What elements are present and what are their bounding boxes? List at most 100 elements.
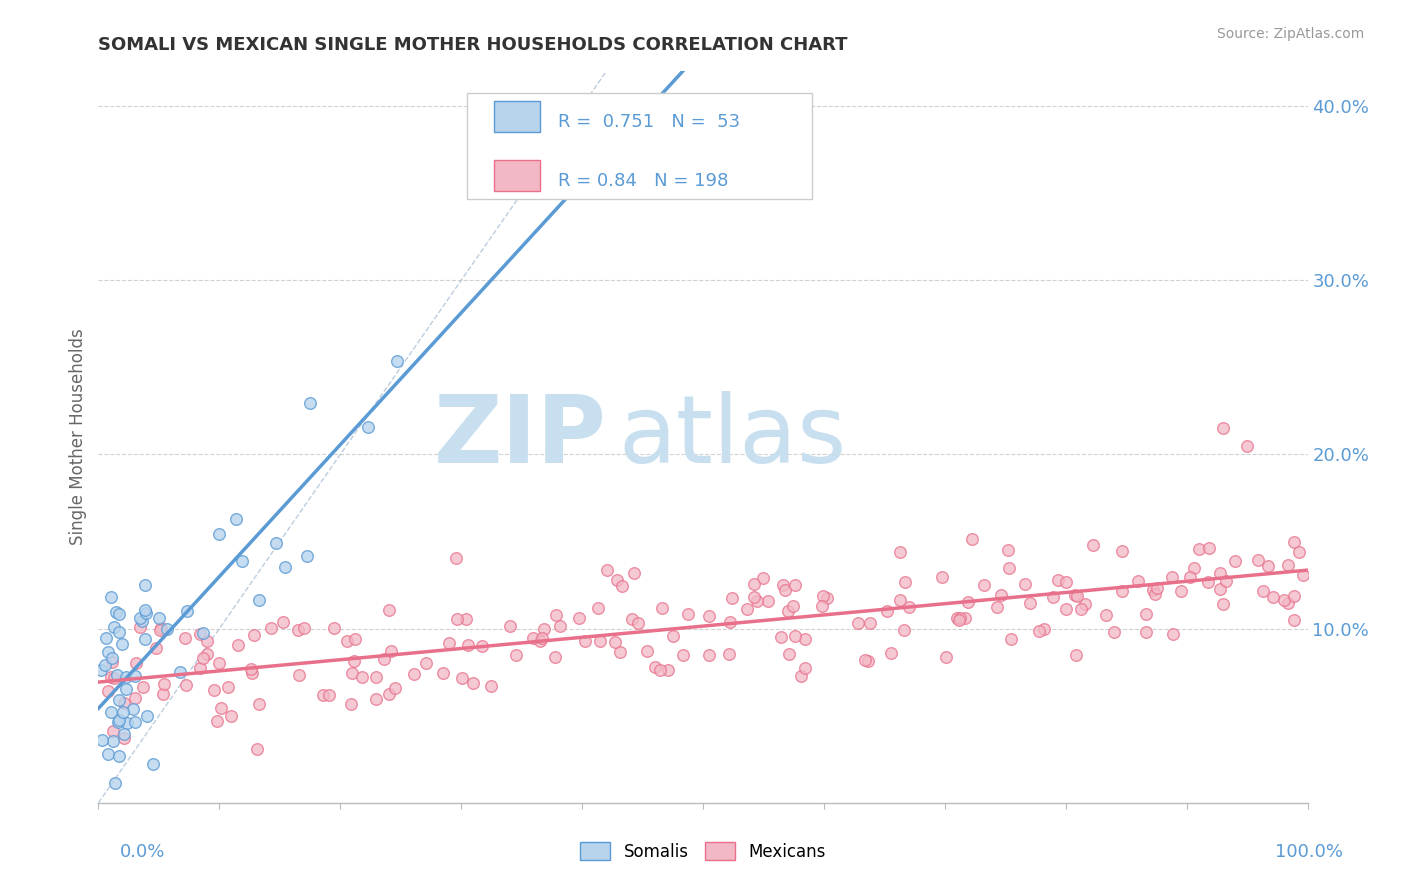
Point <box>246 742 269 756</box>
Point <box>785 629 807 643</box>
Point <box>105 667 128 681</box>
Point <box>112 731 135 746</box>
Point <box>239 662 262 676</box>
Point <box>948 613 970 627</box>
Point <box>100 705 122 719</box>
Point <box>191 651 214 665</box>
Point <box>1251 584 1274 599</box>
Point <box>152 687 174 701</box>
Legend: Somalis, Mexicans: Somalis, Mexicans <box>574 836 832 868</box>
Point <box>1135 625 1157 640</box>
Point <box>997 560 1019 574</box>
Point <box>380 644 402 658</box>
Point <box>107 607 129 622</box>
Point <box>752 571 775 585</box>
Point <box>295 549 318 563</box>
Point <box>125 656 148 670</box>
Point <box>150 621 173 635</box>
Point <box>1066 648 1088 662</box>
Point <box>364 692 387 706</box>
Point <box>1182 560 1205 574</box>
Point <box>312 688 335 702</box>
Point <box>1135 607 1157 622</box>
Point <box>1236 439 1258 453</box>
Point <box>1284 613 1306 627</box>
Point <box>1215 574 1237 589</box>
Point <box>588 634 610 648</box>
FancyBboxPatch shape <box>494 160 540 191</box>
Point <box>986 599 1008 614</box>
Point <box>783 578 806 592</box>
Point <box>136 708 159 723</box>
Point <box>135 606 157 620</box>
Point <box>343 632 366 646</box>
Point <box>115 682 138 697</box>
Point <box>432 666 454 681</box>
Point <box>657 663 679 677</box>
Point <box>1000 632 1022 646</box>
Point <box>1257 559 1279 574</box>
Point <box>793 661 815 675</box>
Point <box>879 646 901 660</box>
Point <box>231 554 253 568</box>
Point <box>742 577 765 591</box>
Text: SOMALI VS MEXICAN SINGLE MOTHER HOUSEHOLDS CORRELATION CHART: SOMALI VS MEXICAN SINGLE MOTHER HOUSEHOL… <box>98 36 848 54</box>
Point <box>174 678 197 692</box>
Point <box>623 566 645 580</box>
Point <box>112 727 135 741</box>
Point <box>960 533 983 547</box>
Point <box>1282 589 1305 603</box>
Point <box>112 705 135 719</box>
Text: 100.0%: 100.0% <box>1275 843 1343 861</box>
Point <box>142 757 165 772</box>
Point <box>935 650 957 665</box>
Point <box>373 652 395 666</box>
Point <box>1188 542 1211 557</box>
Point <box>662 629 685 643</box>
Point <box>115 670 138 684</box>
Point <box>176 604 198 618</box>
Point <box>221 709 243 723</box>
Point <box>1225 554 1247 568</box>
Point <box>747 594 769 608</box>
Point <box>717 647 740 661</box>
Point <box>544 608 567 623</box>
Point <box>858 615 880 630</box>
Point <box>1146 581 1168 595</box>
Point <box>1212 597 1234 611</box>
Point <box>124 691 146 706</box>
Point <box>1282 535 1305 549</box>
Point <box>1042 590 1064 604</box>
Point <box>384 681 406 695</box>
Point <box>973 578 995 592</box>
Point <box>156 622 179 636</box>
Point <box>627 616 650 631</box>
Point <box>104 776 127 790</box>
Point <box>103 724 125 739</box>
Point <box>574 634 596 648</box>
Point <box>129 611 152 625</box>
Point <box>949 611 972 625</box>
Point <box>287 623 309 637</box>
Point <box>350 669 373 683</box>
Point <box>672 648 695 662</box>
Text: ZIP: ZIP <box>433 391 606 483</box>
Point <box>636 644 658 658</box>
FancyBboxPatch shape <box>494 102 540 132</box>
Point <box>1014 577 1036 591</box>
Point <box>273 615 295 629</box>
Point <box>336 634 359 648</box>
Point <box>100 670 122 684</box>
Point <box>1019 596 1042 610</box>
Point <box>876 604 898 618</box>
Point <box>595 563 617 577</box>
Point <box>756 594 779 608</box>
Point <box>273 559 295 574</box>
Point <box>339 697 361 711</box>
Point <box>813 589 835 603</box>
Point <box>112 697 135 711</box>
Point <box>217 680 239 694</box>
Point <box>108 624 131 639</box>
Point <box>101 651 124 665</box>
Point <box>1143 587 1166 601</box>
